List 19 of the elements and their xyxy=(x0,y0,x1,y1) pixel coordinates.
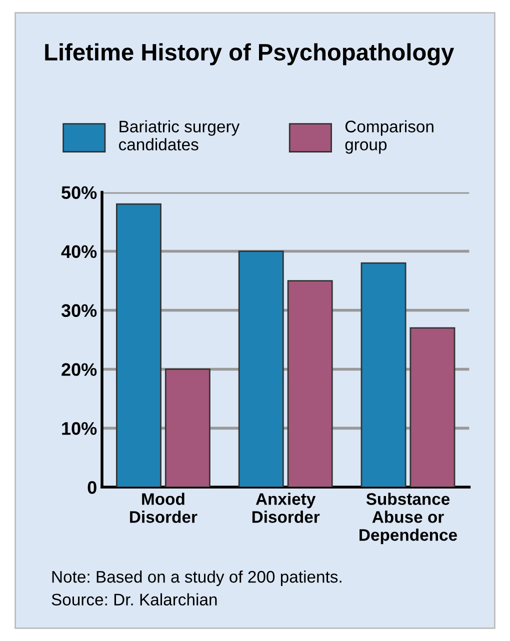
bar xyxy=(164,368,210,488)
chart-title: Lifetime History of Psychopathology xyxy=(45,43,454,66)
bar xyxy=(116,203,162,488)
x-tick-label: Substance Abuse or Dependence xyxy=(360,492,457,544)
legend-label: Comparison group xyxy=(345,120,434,154)
legend-label: Bariatric surgery candidates xyxy=(119,120,240,150)
text: Note: Based on a study of 200 patients. Source: Dr. Kalarchian xyxy=(52,570,342,606)
y-tick-label: 40% xyxy=(61,245,97,258)
y-tick-label: 30% xyxy=(61,304,97,317)
y-tick-label: 0 xyxy=(88,481,96,494)
y-tick-label: 10% xyxy=(62,422,97,435)
x-tick-label: Anxiety Disorder xyxy=(252,492,320,523)
bar xyxy=(287,280,333,488)
y-tick-label: 20% xyxy=(62,363,97,376)
bar xyxy=(238,250,284,488)
y-tick-label: 50% xyxy=(62,186,97,200)
x-tick-label: Mood Disorder xyxy=(130,492,198,523)
bar xyxy=(410,327,456,488)
bar xyxy=(360,262,406,488)
